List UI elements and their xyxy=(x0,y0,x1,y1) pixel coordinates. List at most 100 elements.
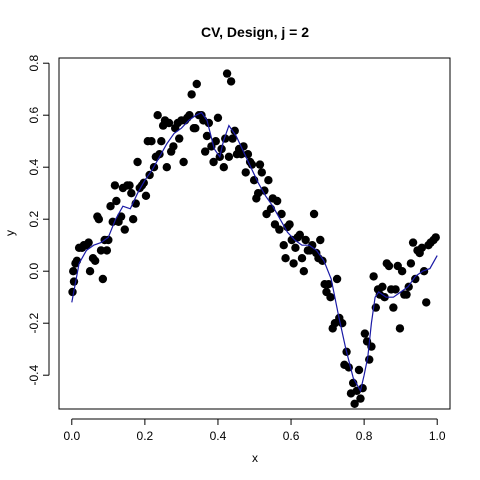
data-point xyxy=(279,241,288,250)
data-point xyxy=(308,241,317,250)
data-point xyxy=(191,124,200,133)
y-tick-label: 0.4 xyxy=(27,159,41,176)
data-point xyxy=(402,290,411,299)
data-point xyxy=(185,111,194,120)
data-point xyxy=(90,256,100,265)
data-point xyxy=(169,142,178,151)
data-point xyxy=(291,243,300,252)
data-point xyxy=(128,215,138,224)
y-tick-label: 0.8 xyxy=(27,55,41,72)
x-tick-label: 0.8 xyxy=(356,429,373,443)
data-point xyxy=(275,225,284,234)
data-point xyxy=(230,126,239,135)
x-axis-label: x xyxy=(252,451,258,465)
data-point xyxy=(116,212,126,221)
data-point xyxy=(395,324,405,333)
data-point xyxy=(281,254,290,263)
data-point xyxy=(94,215,104,224)
data-point xyxy=(260,186,269,195)
data-point xyxy=(297,254,307,263)
data-point xyxy=(104,235,113,245)
data-point xyxy=(192,79,201,89)
x-tick-label: 0.0 xyxy=(63,429,80,443)
data-point xyxy=(127,189,136,198)
data-point xyxy=(408,238,418,247)
data-point xyxy=(417,243,427,252)
data-point xyxy=(255,160,265,169)
data-point xyxy=(309,209,319,219)
chart-title: CV, Design, j = 2 xyxy=(201,24,309,40)
data-point xyxy=(378,282,387,291)
plot-frame xyxy=(58,57,451,410)
data-point xyxy=(202,131,212,141)
data-point xyxy=(324,280,333,289)
data-point xyxy=(125,181,134,190)
y-tick-label: 0.6 xyxy=(27,107,41,124)
data-point xyxy=(228,134,237,143)
data-point xyxy=(209,157,218,167)
data-point xyxy=(84,238,93,247)
data-point xyxy=(356,394,365,403)
data-point xyxy=(213,113,223,123)
data-point xyxy=(133,157,142,167)
x-tick-label: 0.6 xyxy=(283,429,300,443)
data-point xyxy=(350,399,359,408)
data-point xyxy=(431,233,440,242)
data-point xyxy=(316,235,325,245)
data-point xyxy=(264,176,273,185)
data-point xyxy=(422,298,431,307)
data-points xyxy=(68,69,440,408)
x-tick-label: 0.2 xyxy=(137,429,154,443)
data-point xyxy=(295,230,305,239)
data-point xyxy=(360,329,370,338)
data-point xyxy=(222,69,232,78)
data-point xyxy=(110,181,120,190)
y-axis-label: y xyxy=(3,230,17,236)
data-point xyxy=(96,246,106,255)
data-point xyxy=(369,272,378,281)
data-point xyxy=(141,191,151,200)
data-point xyxy=(289,259,298,268)
data-point xyxy=(69,267,78,276)
data-point xyxy=(277,209,286,219)
data-point xyxy=(241,168,250,177)
y-tick-label: 0.0 xyxy=(27,263,41,280)
data-point xyxy=(164,118,174,128)
y-tick-label: -0.4 xyxy=(27,365,41,386)
data-point xyxy=(285,220,294,229)
y-tick-label: 0.2 xyxy=(27,211,41,228)
x-tick-label: 1.0 xyxy=(429,429,446,443)
fit-curve xyxy=(71,111,438,393)
data-point xyxy=(384,261,394,271)
data-point xyxy=(98,274,108,284)
data-point xyxy=(397,267,407,276)
data-point xyxy=(247,160,257,169)
data-point xyxy=(162,163,171,172)
data-point xyxy=(147,137,156,146)
data-point xyxy=(179,157,188,167)
x-tick-label: 0.4 xyxy=(210,429,227,443)
data-point xyxy=(106,202,115,211)
data-point xyxy=(68,287,77,297)
y-tick-label: -0.2 xyxy=(27,313,41,334)
x-axis: 0.0 0.2 0.4 0.6 0.8 1.0 xyxy=(63,418,446,443)
data-point xyxy=(299,267,309,276)
data-point xyxy=(272,196,282,206)
data-point xyxy=(332,274,342,284)
data-point xyxy=(200,147,210,156)
data-point xyxy=(301,235,310,245)
data-point xyxy=(406,259,416,268)
data-point xyxy=(326,293,335,302)
data-point xyxy=(411,274,420,284)
data-point xyxy=(224,152,234,161)
data-point xyxy=(389,303,398,312)
data-point xyxy=(219,163,229,172)
data-point xyxy=(120,225,129,234)
data-point xyxy=(211,137,220,146)
y-axis: -0.4 -0.2 0.0 0.2 0.4 0.6 0.8 xyxy=(27,55,50,386)
data-point xyxy=(187,90,196,99)
data-point xyxy=(69,277,79,286)
data-point xyxy=(112,196,121,206)
data-point xyxy=(102,246,112,255)
